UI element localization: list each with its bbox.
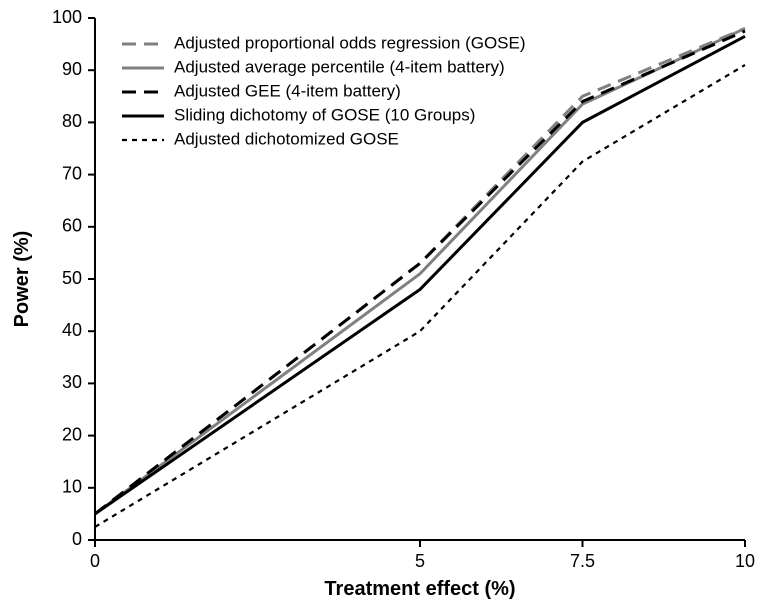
power-chart: 0 10 20 30 40 50 60 70 80 90 100 0 5 7.5 10 Treatment e… (0, 0, 771, 607)
chart-svg: 0 10 20 30 40 50 60 70 80 90 100 0 5 7.5 10 Treatment e… (0, 0, 771, 607)
y-tick-label: 0 (72, 529, 82, 549)
y-tick-label: 30 (62, 372, 82, 392)
y-tick-label: 50 (62, 268, 82, 288)
y-tick-label: 60 (62, 216, 82, 236)
y-tick-label: 80 (62, 111, 82, 131)
x-tick-label: 5 (415, 551, 425, 571)
legend-label-adj_po_regression: Adjusted proportional odds regression (G… (174, 33, 526, 52)
y-tick-label: 90 (62, 59, 82, 79)
y-tick-label: 100 (52, 7, 82, 27)
legend-label-adj_dichot_gose: Adjusted dichotomized GOSE (174, 129, 399, 148)
y-tick-label: 10 (62, 477, 82, 497)
x-tick-label: 10 (735, 551, 755, 571)
legend-label-sliding_dichotomy: Sliding dichotomy of GOSE (10 Groups) (174, 105, 475, 124)
y-tick-label: 70 (62, 163, 82, 183)
x-tick-label: 0 (90, 551, 100, 571)
y-axis-label: Power (%) (11, 231, 33, 328)
legend-label-adj_gee: Adjusted GEE (4-item battery) (174, 81, 401, 100)
legend-label-adj_avg_percentile: Adjusted average percentile (4-item batt… (174, 57, 505, 76)
y-tick-label: 20 (62, 424, 82, 444)
x-axis-label: Treatment effect (%) (324, 578, 515, 600)
x-tick-label: 7.5 (570, 551, 595, 571)
y-tick-label: 40 (62, 320, 82, 340)
